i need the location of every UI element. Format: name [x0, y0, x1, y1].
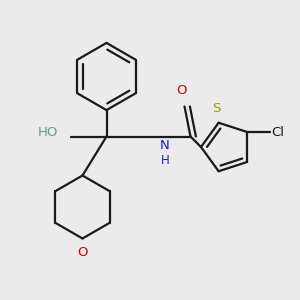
Text: O: O [176, 85, 187, 98]
Text: O: O [77, 246, 88, 259]
Text: N: N [160, 139, 170, 152]
Text: H: H [160, 154, 169, 167]
Text: S: S [212, 102, 220, 115]
Text: HO: HO [38, 126, 58, 139]
Text: Cl: Cl [271, 125, 284, 139]
